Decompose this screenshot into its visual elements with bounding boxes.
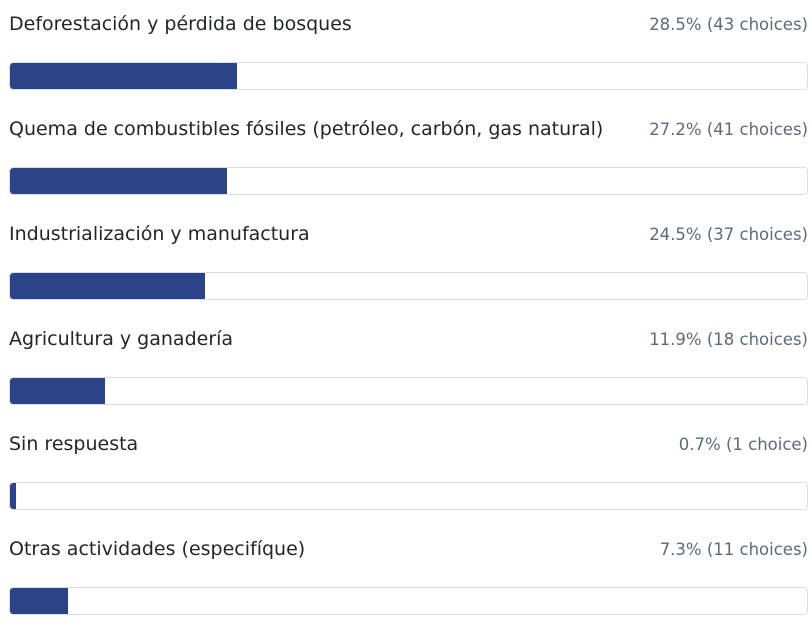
row-header: Agricultura y ganadería 11.9% (18 choices… (9, 322, 808, 357)
bar-track (9, 377, 808, 405)
value-label: 7.3% (11 choices) (659, 540, 808, 559)
row-header: Sin respuesta 0.7% (1 choice) (9, 427, 808, 462)
value-label: 11.9% (18 choices) (649, 330, 808, 349)
row-header: Deforestación y pérdida de bosques 28.5% … (9, 7, 808, 42)
option-label: Quema de combustibles fósiles (petróleo,… (9, 118, 604, 140)
bar-track (9, 167, 808, 195)
value-label: 0.7% (1 choice) (678, 435, 808, 454)
value-label: 24.5% (37 choices) (649, 225, 808, 244)
result-row: Agricultura y ganadería 11.9% (18 choices… (9, 322, 808, 405)
row-header: Industrialización y manufactura 24.5% (37… (9, 217, 808, 252)
option-label: Industrialización y manufactura (9, 223, 310, 245)
bar (10, 483, 16, 509)
bar (10, 63, 238, 89)
option-label: Otras actividades (especifíque) (9, 538, 306, 560)
row-header: Quema de combustibles fósiles (petróleo,… (9, 112, 808, 147)
bar (10, 588, 69, 614)
bar-track (9, 62, 808, 90)
results-list: Deforestación y pérdida de bosques 28.5% … (9, 7, 808, 615)
result-row: Sin respuesta 0.7% (1 choice) (9, 427, 808, 510)
result-row: Industrialización y manufactura 24.5% (37… (9, 217, 808, 300)
bar-track (9, 482, 808, 510)
option-label: Deforestación y pérdida de bosques (9, 13, 352, 35)
bar-track (9, 587, 808, 615)
result-row: Otras actividades (especifíque) 7.3% (11 … (9, 532, 808, 615)
value-label: 27.2% (41 choices) (649, 120, 808, 139)
option-label: Agricultura y ganadería (9, 328, 234, 350)
result-row: Deforestación y pérdida de bosques 28.5% … (9, 7, 808, 90)
result-row: Quema de combustibles fósiles (petróleo,… (9, 112, 808, 195)
bar (10, 273, 206, 299)
row-header: Otras actividades (especifíque) 7.3% (11 … (9, 532, 808, 567)
bar-track (9, 272, 808, 300)
bar (10, 168, 227, 194)
option-label: Sin respuesta (9, 433, 139, 455)
value-label: 28.5% (43 choices) (649, 15, 808, 34)
bar (10, 378, 105, 404)
